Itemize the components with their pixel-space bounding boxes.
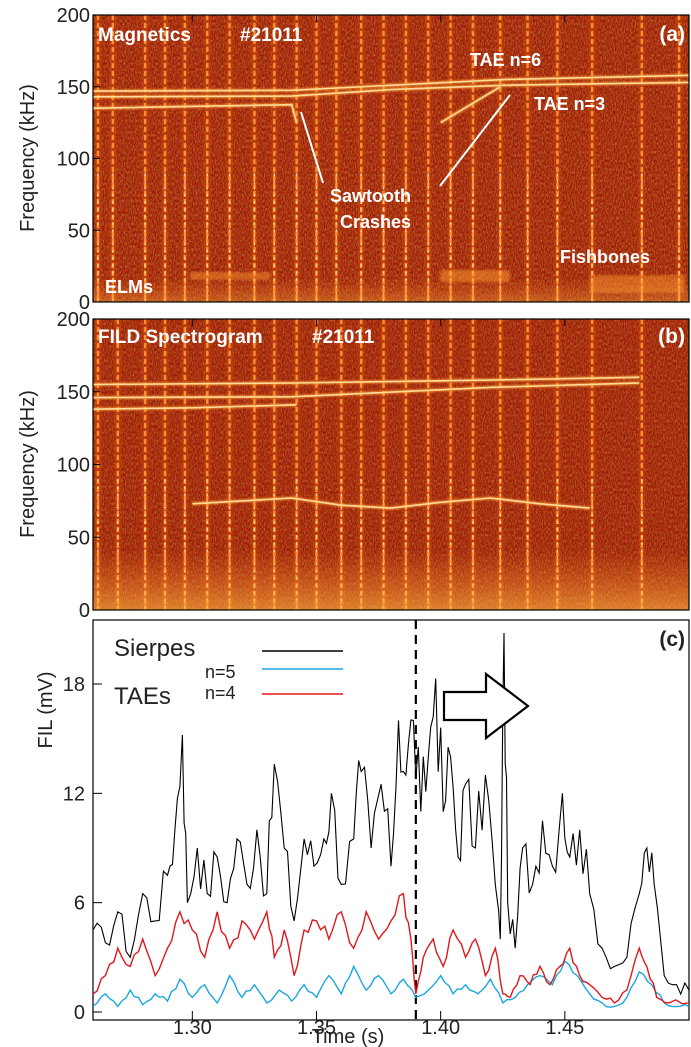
series-line-sierpes bbox=[93, 632, 689, 996]
panel-a-elm-stripe-glow bbox=[638, 15, 645, 302]
panel-a-elm-stripe-glow bbox=[181, 15, 188, 302]
panel-b-mode-line bbox=[93, 404, 297, 410]
panel-a-mode-line bbox=[440, 86, 501, 124]
panel-a-mode-line bbox=[93, 81, 689, 98]
legend-n5-label: n=5 bbox=[205, 662, 236, 682]
pointer-sawtooth-1 bbox=[300, 111, 324, 184]
panel-c-y-tick-label: 0 bbox=[74, 1002, 85, 1024]
panel-a-elm-stripe-glow bbox=[402, 15, 409, 302]
panel-a-y-axis-label: Frequency (kHz) bbox=[17, 84, 39, 232]
panel-a-mode-line bbox=[93, 74, 689, 92]
series-line-tae-n4 bbox=[93, 892, 689, 1005]
annotation-elms: ELMs bbox=[105, 277, 153, 297]
panel-a-elm-stripe-glow bbox=[271, 15, 278, 302]
panel-a-elm-stripe-glow bbox=[425, 15, 432, 302]
legend-sierpes-label: Sierpes bbox=[114, 635, 195, 662]
panel-a-elm-stripe-glow bbox=[589, 15, 596, 302]
panel-a-y-tick-label: 150 bbox=[57, 77, 90, 99]
panel-c-y-tick-label: 18 bbox=[63, 674, 85, 696]
panel-a-elm-stripe-glow bbox=[676, 15, 683, 302]
panel-a-elm-stripes bbox=[94, 15, 683, 302]
panel-a-elm-stripe-glow bbox=[204, 15, 211, 302]
panel-b-y-axis-label: Frequency (kHz) bbox=[17, 390, 39, 538]
panel-b-y-tick-label: 100 bbox=[57, 455, 90, 477]
panel-a-elm-stripe-glow bbox=[109, 15, 116, 302]
panel-c-x-axis-label: Time (s) bbox=[312, 1026, 385, 1047]
panel-b-y-tick-label: 50 bbox=[68, 527, 90, 549]
panel-a-y-tick-label: 200 bbox=[57, 5, 90, 27]
series-line-tae-n5 bbox=[93, 959, 689, 1008]
panel-b-mode-line bbox=[93, 382, 640, 399]
panel-a-elm-stripe-glow bbox=[333, 15, 340, 302]
panel-a-y-ticks: 0 50 100 150 200 bbox=[57, 5, 100, 314]
panel-c-x-tick-label: 1.35 bbox=[297, 1017, 336, 1039]
panel-a-panel-label: (a) bbox=[659, 23, 685, 46]
panel-a-title: Magnetics bbox=[98, 25, 191, 46]
panel-a-elm-stripe-glow bbox=[293, 15, 300, 302]
legend: Sierpes TAEs n=5 n=4 bbox=[114, 635, 343, 710]
panel-a-elm-stripe-glow bbox=[313, 15, 320, 302]
panel-c-y-tick-label: 12 bbox=[63, 783, 85, 805]
legend-n4-label: n=4 bbox=[205, 683, 236, 703]
annotation-fishbones: Fishbones bbox=[560, 247, 650, 267]
arrow-right-icon bbox=[442, 671, 530, 741]
annotation-tae-n3: TAE n=3 bbox=[534, 94, 605, 114]
panel-a-elm-stripe-glow bbox=[162, 15, 169, 302]
panel-a-elm-stripe-glow bbox=[447, 15, 454, 302]
panel-c-x-ticks: 1.30 1.35 1.40 1.45 bbox=[173, 15, 584, 1039]
legend-taes-label: TAEs bbox=[114, 683, 171, 710]
panel-a-elm-stripe-glow bbox=[524, 15, 531, 302]
pointer-sawtooth-2 bbox=[439, 94, 511, 187]
panel-b-y-tick-label: 200 bbox=[57, 309, 90, 331]
panel-b-shot: #21011 bbox=[312, 327, 375, 348]
panel-a-shot: #21011 bbox=[240, 25, 303, 46]
panel-c-x-tick-label: 1.40 bbox=[421, 1017, 460, 1039]
panel-b-panel-label: (b) bbox=[658, 325, 685, 348]
panel-a-bottom-glow bbox=[93, 278, 689, 302]
panel-c-frame bbox=[92, 619, 690, 1021]
panel-b-bottom-glow bbox=[93, 550, 689, 610]
annotation-sawtooth: Sawtooth bbox=[330, 186, 411, 206]
panel-b-title: FILD Spectrogram bbox=[98, 327, 263, 348]
panel-c-y-ticks: 0 6 12 18 bbox=[63, 674, 102, 1024]
panel-a-y-tick-label: 50 bbox=[68, 220, 90, 242]
panel-a-mode-line bbox=[93, 103, 298, 123]
panel-b-mode-line bbox=[192, 497, 590, 509]
panel-b-y-ticks: 0 50 100 150 200 bbox=[57, 309, 100, 622]
panel-a-elm-stripe-glow bbox=[380, 15, 387, 302]
panel-a-elm-stripe-glow bbox=[251, 15, 258, 302]
panel-a-elm-stripe-glow bbox=[554, 15, 561, 302]
panel-a-elm-stripe-glow bbox=[226, 15, 233, 302]
annotation-crashes: Crashes bbox=[340, 212, 411, 232]
panel-b-y-tick-label: 150 bbox=[57, 382, 90, 404]
panel-b-mode-lines bbox=[93, 375, 640, 511]
panel-c-x-tick-label: 1.45 bbox=[545, 1017, 584, 1039]
panel-b-mode-line bbox=[93, 376, 640, 386]
panel-b-fild: 0 50 100 150 200 Frequency (kHz) FILD Spectr… bbox=[17, 309, 690, 622]
panel-a-y-tick-label: 0 bbox=[79, 292, 90, 314]
panel-b-y-tick-label: 0 bbox=[79, 600, 90, 622]
panel-a-elm-stripe-glow bbox=[469, 15, 476, 302]
panel-a-y-tick-label: 100 bbox=[57, 149, 90, 171]
annotation-tae-n6: TAE n=6 bbox=[470, 50, 541, 70]
panel-c-fil: 1.30 1.35 1.40 1.45 0 6 12 18 Time (s) FIL (mV… bbox=[35, 15, 690, 1047]
panel-c-x-tick-label: 1.30 bbox=[173, 1017, 212, 1039]
panel-a-mode-lines bbox=[93, 73, 689, 125]
panel-c-y-axis-label: FIL (mV) bbox=[35, 671, 57, 748]
panel-a-elm-stripe-glow bbox=[358, 15, 365, 302]
panel-c-y-tick-label: 6 bbox=[74, 893, 85, 915]
panel-a-elm-stripe-glow bbox=[142, 15, 149, 302]
panel-c-panel-label: (c) bbox=[659, 628, 685, 651]
panel-a-magnetics: 0 50 100 150 200 Frequency (kHz) Magnetics #… bbox=[17, 5, 690, 314]
panel-a-elm-stripe-glow bbox=[497, 15, 504, 302]
